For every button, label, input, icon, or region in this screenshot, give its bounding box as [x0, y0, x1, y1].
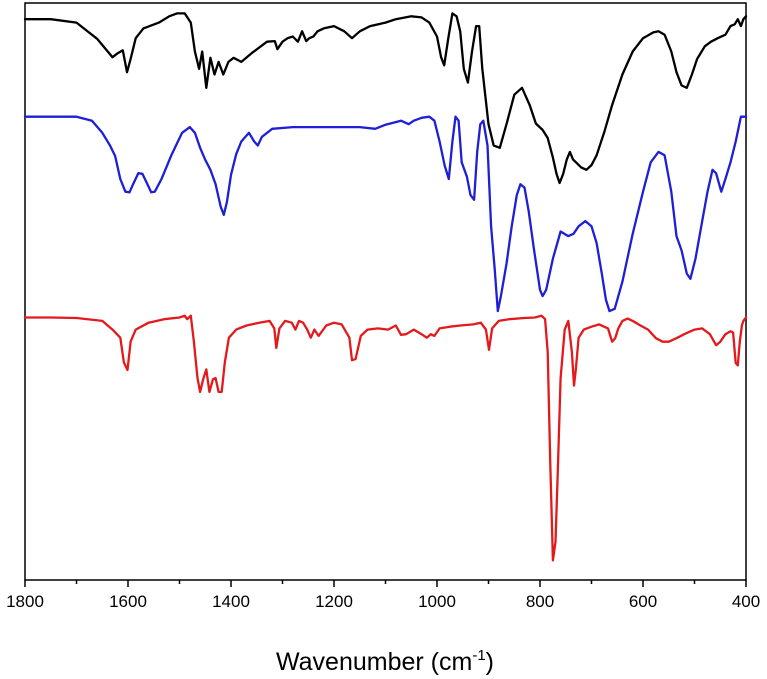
series-group	[23, 12, 748, 562]
x-tick-label: 1600	[109, 592, 147, 611]
x-axis-ticks	[24, 580, 747, 587]
x-tick-label: 400	[732, 592, 760, 611]
x-tick-label: 800	[526, 592, 554, 611]
plot-frame	[24, 2, 747, 581]
series-line-2	[23, 115, 748, 313]
x-tick-label: 1400	[212, 592, 250, 611]
x-tick-label: 1800	[6, 592, 44, 611]
x-tick-label: 1200	[315, 592, 353, 611]
x-tick-label: 1000	[418, 592, 456, 611]
x-axis-tick-labels: 1800 1600 1400 1200 1000 800 600 400	[6, 592, 760, 611]
x-axis-title: Wavenumber (cm-1)	[276, 647, 494, 676]
series-line-3	[23, 314, 748, 562]
x-tick-label: 600	[629, 592, 657, 611]
series-line-1	[23, 12, 748, 185]
